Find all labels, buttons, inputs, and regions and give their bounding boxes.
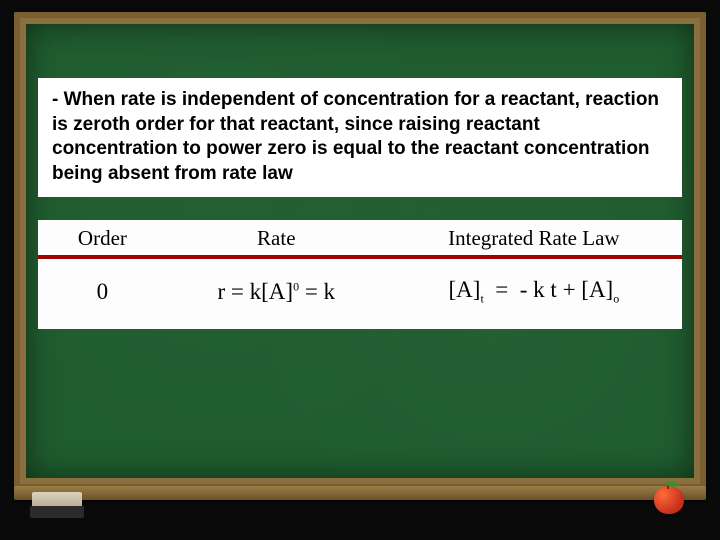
eraser-icon	[30, 488, 84, 518]
cell-order: 0	[38, 279, 167, 305]
chalkboard-ledge	[14, 486, 706, 500]
table-header-row: Order Rate Integrated Rate Law	[38, 220, 682, 255]
cell-rate: r = k[A]0 = k	[167, 279, 386, 305]
apple-icon	[652, 480, 686, 514]
col-header-integrated: Integrated Rate Law	[386, 226, 682, 251]
rate-law-table: Order Rate Integrated Rate Law 0 r = k[A…	[38, 220, 682, 329]
col-header-order: Order	[38, 226, 167, 251]
col-header-rate: Rate	[167, 226, 386, 251]
cell-integrated: [A]t = - k t + [A]o	[386, 277, 682, 307]
table-row: 0 r = k[A]0 = k [A]t = - k t + [A]o	[38, 255, 682, 329]
explanation-text: - When rate is independent of concentrat…	[38, 78, 682, 197]
